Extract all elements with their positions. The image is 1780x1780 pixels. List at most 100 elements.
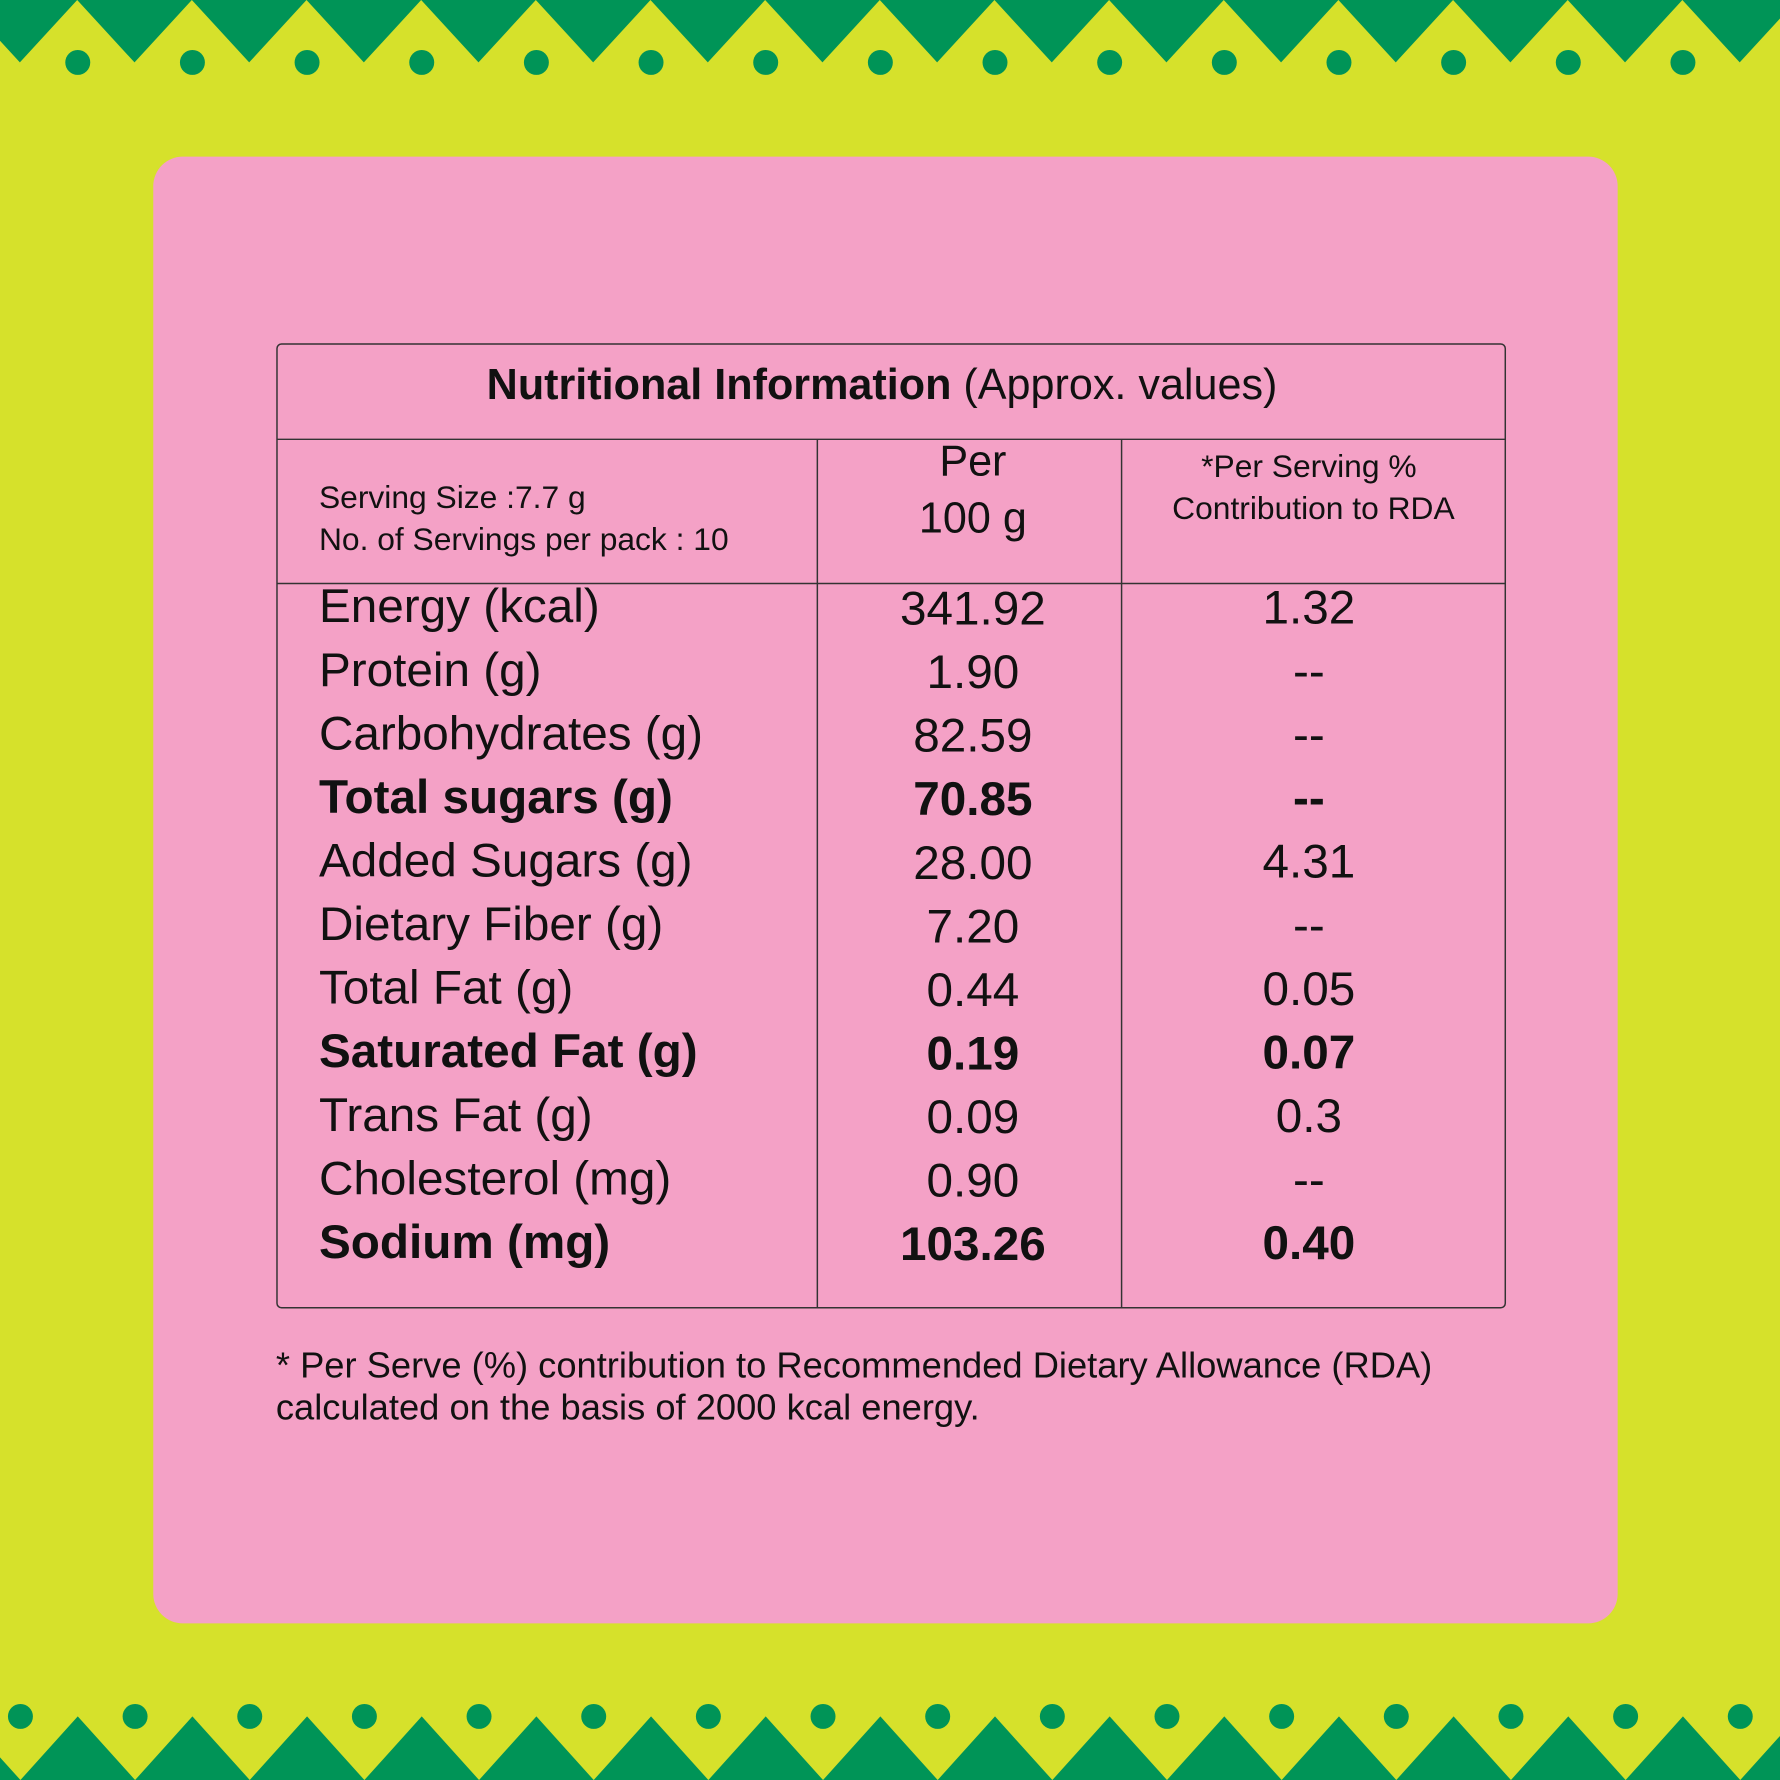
zigzag-top [77,0,192,63]
rda: 0.3 [1276,1090,1342,1143]
rda: -- [1293,708,1325,761]
nutrient: Total Fat (g) [319,962,573,1015]
per-100g: 70.85 [913,773,1032,826]
zigzag-bottom [0,1757,21,1780]
nutrient: Energy (kcal) [319,580,600,633]
dot [1211,49,1237,75]
rda: 0.40 [1263,1217,1356,1270]
zigzag-top [1453,0,1568,63]
dot [638,49,664,75]
dot [237,1703,263,1729]
dot [581,1703,607,1729]
zigzag-top [306,0,422,63]
zigzag-bottom [937,1716,1053,1780]
zigzag-top [765,0,880,63]
dot [1441,49,1467,75]
zigzag-bottom [364,1716,480,1780]
rda: 0.05 [1263,963,1356,1016]
footnote: * Per Serve (%) contribution to Recommen… [276,1345,1432,1386]
dot [1383,1703,1409,1729]
zigzag-bottom [20,1716,136,1780]
footnote: calculated on the basis of 2000 kcal ene… [276,1387,980,1428]
zigzag-bottom [823,1716,938,1780]
zigzag-bottom [1052,1716,1167,1780]
rda: -- [1293,772,1325,825]
nutrient: Saturated Fat (g) [319,1025,698,1078]
zigzag-top [1567,0,1683,63]
zigzag-bottom [593,1716,709,1780]
table-title: Nutritional Information (Approx. values) [487,362,1278,410]
zigzag-top [191,0,307,63]
dot [7,1703,33,1729]
dot [294,49,320,75]
dot [1555,49,1581,75]
zigzag-bottom [135,1716,250,1780]
per-100g: 7.20 [926,900,1019,953]
zigzag-bottom [1510,1716,1626,1780]
dot [1670,49,1696,75]
zigzag-bottom [249,1716,365,1780]
rda: -- [1293,645,1325,698]
zigzag-bottom [479,1716,594,1780]
nutrient: Trans Fat (g) [319,1089,593,1142]
zigzag-bottom [1625,1716,1741,1780]
dot [1727,1703,1753,1729]
zigzag-top [535,0,651,63]
per-100g: 0.19 [926,1027,1019,1080]
zigzag-top [994,0,1110,63]
dot [122,1703,148,1729]
zigzag-bottom [1740,1735,1780,1780]
per-100g: 103.26 [900,1218,1046,1271]
dot [179,49,205,75]
dot [753,49,779,75]
dot [65,49,91,75]
zigzag-top [650,0,766,63]
serving-size: Serving Size :7.7 g [319,479,586,515]
title-bold: Nutritional Information [487,362,952,410]
column-header: Contribution to RDA [1172,490,1455,526]
zigzag-top [1109,0,1224,63]
zigzag-top [0,0,78,63]
table-body: Energy (kcal) 341.92 1.32 Protein (g) 1.90 --… [319,580,1355,1271]
per-100g: 0.09 [926,1091,1019,1144]
dot [351,1703,377,1729]
table-border [276,343,1507,1309]
dot [982,49,1008,75]
per-100g: 341.92 [900,582,1046,635]
rda: 1.32 [1263,581,1356,634]
table-frame [276,343,1507,1309]
dot [466,1703,492,1729]
dot [867,49,893,75]
dot [695,1703,721,1729]
zigzag-top [879,0,995,63]
per-100g: 1.90 [926,646,1019,699]
dot [523,49,549,75]
title-rest: (Approx. values) [963,362,1277,410]
dot [409,49,435,75]
zigzag-top [1338,0,1454,63]
nutrient: Added Sugars (g) [319,834,693,887]
dot [810,1703,836,1729]
per-100g: 0.90 [926,1155,1019,1208]
per-100g: 28.00 [913,837,1032,890]
nutrient: Total sugars (g) [319,771,673,824]
column-header: Per [939,438,1006,486]
dot [1154,1703,1180,1729]
rda: 0.07 [1263,1026,1356,1079]
rda: 4.31 [1263,836,1356,889]
dot [1498,1703,1524,1729]
nutrient: Dietary Fiber (g) [319,898,663,951]
dot [1269,1703,1295,1729]
panel [153,156,1618,1624]
column-header: 100 g [919,494,1027,542]
dot [925,1703,951,1729]
dot [1097,49,1123,75]
dot [1039,1703,1065,1729]
zigzag-top [1223,0,1339,63]
zigzag-top [421,0,536,63]
zigzag-top [1682,0,1780,63]
nutrient: Cholesterol (mg) [319,1152,671,1205]
